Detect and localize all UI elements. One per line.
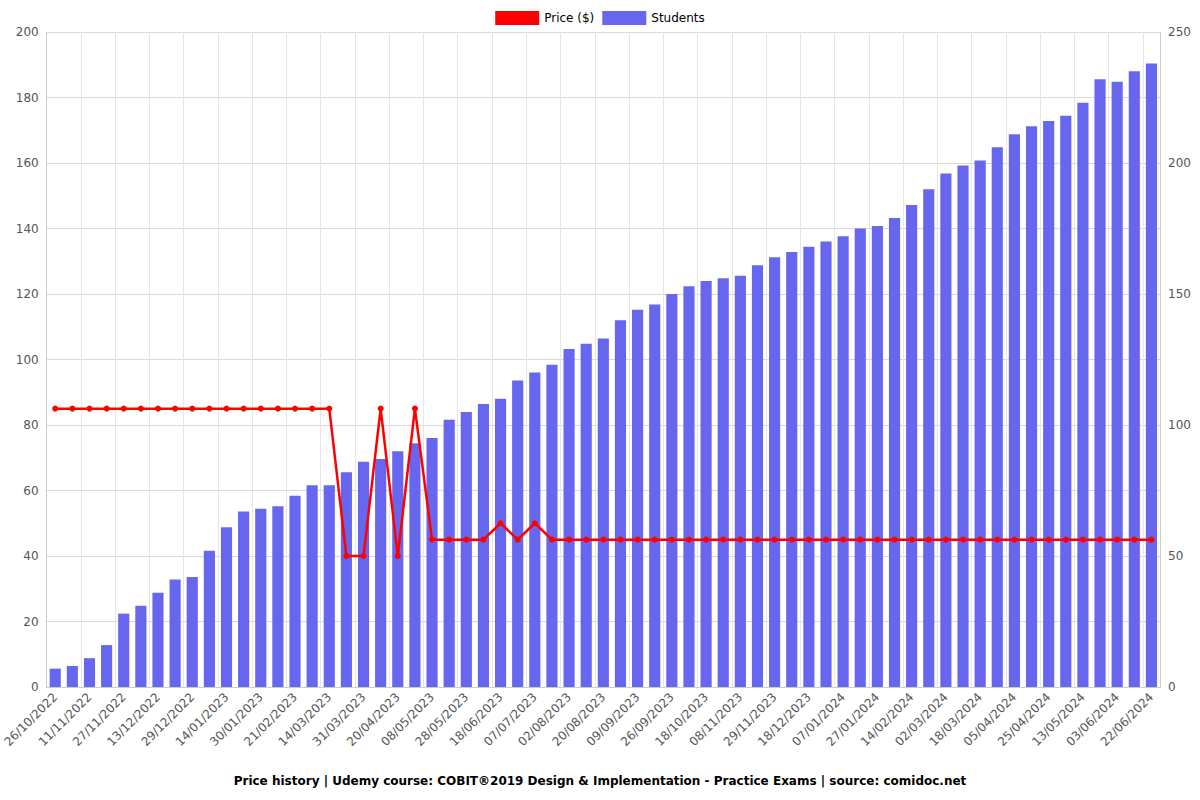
svg-text:100: 100 (1168, 418, 1191, 432)
svg-text:30/01/2023: 30/01/2023 (207, 690, 266, 749)
svg-text:13/05/2024: 13/05/2024 (1029, 690, 1088, 749)
svg-text:100: 100 (16, 353, 39, 367)
svg-text:Price ($): Price ($) (544, 11, 594, 25)
svg-text:14/03/2023: 14/03/2023 (275, 690, 335, 749)
svg-text:13/12/2022: 13/12/2022 (104, 690, 163, 749)
svg-text:20/04/2023: 20/04/2023 (344, 690, 403, 749)
svg-text:150: 150 (1168, 287, 1191, 301)
svg-text:05/04/2024: 05/04/2024 (960, 690, 1020, 749)
svg-text:Students: Students (651, 11, 705, 25)
svg-text:27/01/2024: 27/01/2024 (823, 690, 883, 749)
svg-text:0: 0 (31, 680, 39, 694)
svg-text:250: 250 (1168, 25, 1191, 39)
svg-text:09/09/2023: 09/09/2023 (583, 690, 643, 749)
svg-text:200: 200 (16, 25, 39, 39)
svg-text:Price history | Udemy course:: Price history | Udemy course: COBIT®2019… (234, 774, 967, 788)
svg-text:20: 20 (23, 615, 38, 629)
svg-text:22/06/2024: 22/06/2024 (1098, 690, 1157, 749)
svg-text:50: 50 (1168, 549, 1183, 563)
svg-text:120: 120 (16, 287, 39, 301)
svg-text:160: 160 (16, 156, 39, 170)
svg-text:18/03/2024: 18/03/2024 (926, 690, 986, 749)
svg-text:60: 60 (23, 484, 38, 498)
svg-text:18/06/2023: 18/06/2023 (446, 690, 506, 749)
svg-text:80: 80 (23, 418, 38, 432)
svg-text:200: 200 (1168, 156, 1191, 170)
svg-text:29/12/2022: 29/12/2022 (138, 690, 198, 749)
svg-text:21/02/2023: 21/02/2023 (241, 690, 300, 749)
svg-text:31/03/2023: 31/03/2023 (309, 690, 369, 749)
svg-text:0: 0 (1168, 680, 1176, 694)
svg-text:140: 140 (16, 222, 39, 236)
svg-text:20/08/2023: 20/08/2023 (549, 690, 609, 749)
svg-text:11/11/2022: 11/11/2022 (35, 690, 95, 749)
svg-text:18/10/2023: 18/10/2023 (652, 690, 711, 749)
svg-text:03/06/2024: 03/06/2024 (1063, 690, 1123, 749)
svg-text:07/01/2024: 07/01/2024 (789, 690, 849, 749)
svg-text:08/05/2023: 08/05/2023 (378, 690, 437, 749)
svg-text:08/11/2023: 08/11/2023 (686, 690, 746, 749)
svg-text:28/05/2023: 28/05/2023 (412, 690, 472, 749)
svg-text:18/12/2023: 18/12/2023 (755, 690, 814, 749)
svg-text:180: 180 (16, 91, 39, 105)
svg-text:02/03/2024: 02/03/2024 (892, 690, 951, 749)
svg-text:25/04/2024: 25/04/2024 (994, 690, 1054, 749)
svg-text:02/08/2023: 02/08/2023 (515, 690, 574, 749)
svg-text:40: 40 (23, 549, 38, 563)
svg-text:26/10/2022: 26/10/2022 (1, 690, 61, 749)
svg-text:07/07/2023: 07/07/2023 (481, 690, 540, 749)
svg-text:14/01/2023: 14/01/2023 (172, 690, 232, 749)
svg-text:29/11/2023: 29/11/2023 (720, 690, 780, 749)
svg-text:27/11/2022: 27/11/2022 (69, 690, 129, 749)
svg-text:26/09/2023: 26/09/2023 (618, 690, 677, 749)
svg-text:14/02/2024: 14/02/2024 (857, 690, 917, 749)
